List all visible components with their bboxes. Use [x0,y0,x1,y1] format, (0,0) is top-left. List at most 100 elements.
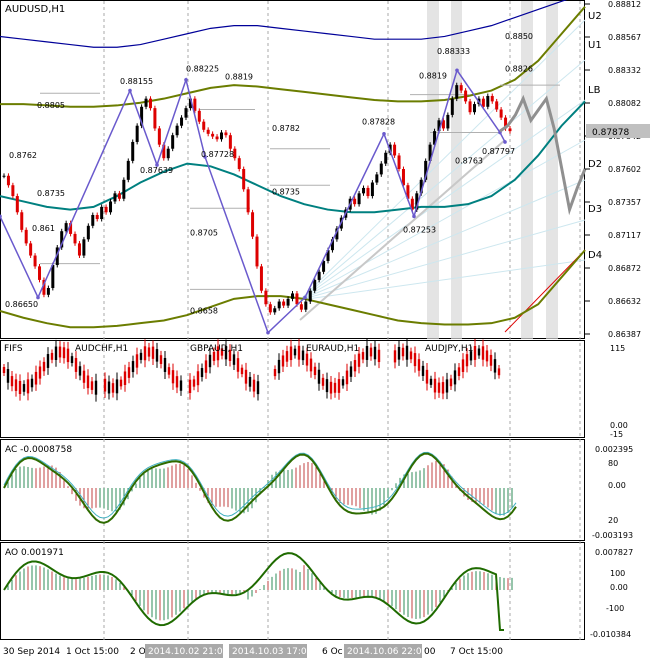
fifs-body-8 [34,371,38,385]
candle-body-67 [299,304,303,310]
candle-body-72 [322,260,326,272]
candle-body-98 [437,120,441,132]
fifs-body-85 [365,345,369,360]
candle-body-56 [251,212,255,237]
candle-body-103 [459,85,463,91]
candle-body-39 [175,125,179,136]
ac-y-axis: 0.002395 80 0.00 20 -0.003193 [592,445,633,540]
fifs-body-30 [127,367,131,378]
fifs-body-110 [477,348,481,356]
fifs-y-axis: 115 0.00 -15 [610,344,628,439]
fifs-body-9 [38,366,42,379]
candle-body-94 [419,179,423,194]
fifs-body-40 [167,367,171,375]
candle-body-81 [362,187,366,194]
fifs-body-69 [301,350,305,361]
ac-y-label-3: 20 [608,516,618,525]
fifs-body-72 [313,366,317,376]
candle-body-52 [233,148,237,159]
fifs-body-114 [493,359,497,373]
level-label-u1: U1 [588,40,602,51]
fifs-body-102 [445,379,449,393]
candle-body-23 [104,206,108,213]
fifs-body-99 [433,378,437,393]
zigzag-line [0,68,507,335]
y-label-6: 0.87357 [608,198,641,207]
fifs-body-44 [188,379,192,394]
candle-body-84 [375,174,379,183]
fifs-body-46 [196,371,200,386]
fifs-y-label-zero: 0.00 [610,421,628,430]
price-annotation-16: 0.88333 [437,47,470,56]
candle-body-73 [326,250,330,261]
candle-body-10 [46,288,50,295]
price-annotation-1: 0.88225 [186,65,219,74]
candle-body-85 [379,163,383,175]
candle-body-8 [38,266,42,280]
zigzag-point-1 [36,295,40,300]
zigzag-point-8 [382,132,386,136]
ao-y-label-1: 100 [610,569,625,578]
fifs-body-17 [70,356,74,364]
fan-line-2 [299,99,586,301]
fan-line-5 [299,219,586,301]
zigzag-point-2 [128,88,132,93]
fifs-body-75 [325,379,329,393]
fan-line-1 [299,59,586,301]
price-annotation-3: 0.8819 [225,73,253,82]
zigzag-point-7 [303,295,307,300]
time-label-1: 1 Oct 15:00 [66,647,119,657]
candle-body-29 [131,141,135,161]
candle-body-30 [135,125,139,142]
candle-body-44 [197,110,201,122]
fifs-body-36 [151,346,155,359]
candle-body-12 [55,247,59,266]
fifs-candles [2,338,501,402]
fifs-body-0 [2,367,6,373]
level-label-d2: D2 [588,159,602,170]
time-label-2: 2 O [130,647,146,657]
fifs-body-49 [208,354,212,368]
ao-y-axis: 0.007827 100 0.00 -100 -0.010384 [590,548,633,639]
candle-body-14 [64,223,68,232]
time-highlight-2 [229,644,307,658]
y-label-10: 0.86387 [608,330,641,339]
fifs-body-33 [139,352,143,360]
y-label-9: 0.86632 [608,297,641,306]
fifs-body-28 [119,379,123,387]
fifs-body-61 [256,381,260,395]
candle-body-82 [366,187,370,197]
fifs-body-70 [305,353,309,366]
time-label-6: 2014.10.06 22:00 [347,647,428,657]
time-axis: 30 Sep 2014 1 Oct 15:00 2 O 2014.10.02 2… [3,644,503,658]
candle-body-114 [508,128,512,132]
fifs-body-103 [449,378,453,387]
candle-body-38 [171,135,175,149]
fifs-body-95 [417,359,421,371]
forecast-path [499,94,587,216]
candle-body-47 [211,133,215,137]
ao-label: AO 0.001971 [5,548,64,558]
main-fan-lines [299,19,586,333]
candle-body-3 [15,196,19,213]
fifs-body-107 [465,354,469,367]
candle-body-15 [69,223,73,234]
candle-body-97 [433,131,437,145]
fifs-body-83 [357,353,361,367]
fifs-y-label-bottom: -15 [610,430,623,439]
red-support-line [504,249,586,333]
candle-body-91 [406,185,410,199]
zigzag-point-6 [266,330,270,335]
ac-histogram [7,460,513,516]
candle-body-22 [100,206,104,220]
ao-y-label-2: 0.00 [610,583,628,592]
fifs-labels: FIFS AUDCHF,H1 GBPAUD,H1 EURAUD,H1 AUDJP… [4,344,473,354]
time-highlight-3 [344,644,422,658]
shaded-zone-1 [451,1,462,339]
y-label-8: 0.86872 [608,264,641,273]
fifs-body-35 [147,347,151,357]
ac-y-label-2: 0.00 [608,481,626,490]
price-annotation-19: 0.8826 [505,65,533,74]
candle-body-108 [481,98,485,107]
